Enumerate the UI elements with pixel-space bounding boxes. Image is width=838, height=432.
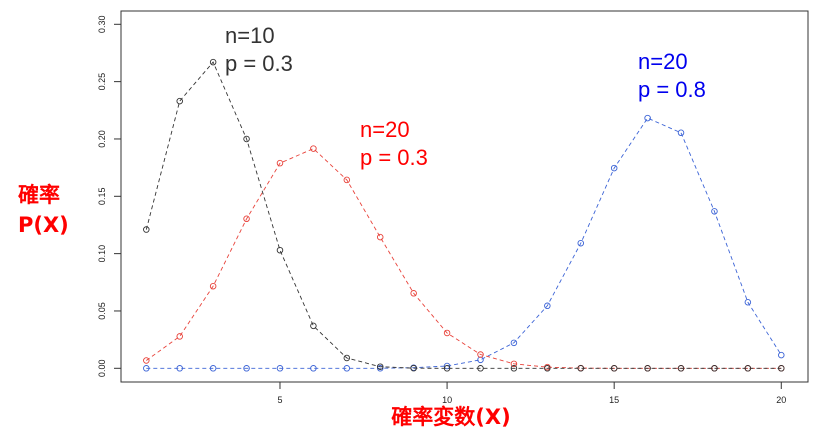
x-tick-label: 5 bbox=[277, 395, 282, 405]
annotation-n20p03-line2: p = 0.3 bbox=[360, 145, 428, 170]
y-tick-label: 0.05 bbox=[97, 302, 107, 320]
data-point bbox=[410, 290, 417, 297]
x-tick-label: 20 bbox=[776, 395, 786, 405]
data-point bbox=[243, 365, 250, 372]
data-point bbox=[209, 282, 217, 290]
data-point bbox=[544, 302, 551, 310]
data-point bbox=[376, 363, 384, 370]
data-point bbox=[778, 365, 785, 372]
data-point bbox=[778, 351, 785, 359]
data-point bbox=[443, 329, 451, 337]
data-point bbox=[276, 159, 284, 167]
series-line bbox=[146, 148, 782, 369]
x-tick-label: 10 bbox=[442, 395, 452, 405]
data-point bbox=[510, 339, 518, 347]
data-point bbox=[310, 365, 317, 372]
data-point bbox=[310, 145, 317, 152]
data-point bbox=[176, 365, 183, 372]
y-tick-label: 0.20 bbox=[97, 130, 107, 148]
y-tick-label: 0.25 bbox=[97, 73, 107, 91]
data-point bbox=[209, 365, 217, 372]
x-axis: 5 10 15 20 bbox=[277, 382, 786, 405]
y-tick-label: 0.10 bbox=[97, 245, 107, 263]
series-2 bbox=[143, 114, 785, 372]
data-point bbox=[243, 135, 250, 143]
y-axis-label-line2: P(X) bbox=[18, 213, 69, 237]
data-point bbox=[744, 365, 752, 372]
series-group bbox=[143, 58, 785, 372]
data-point bbox=[477, 365, 484, 372]
data-point bbox=[143, 357, 150, 364]
annotation-n20p08-line2: p = 0.8 bbox=[638, 77, 706, 102]
series-line bbox=[146, 117, 782, 369]
annotation-n20p03-line1: n=20 bbox=[360, 117, 410, 142]
data-point bbox=[176, 97, 183, 105]
data-point bbox=[610, 164, 618, 172]
data-point bbox=[711, 208, 718, 215]
annotation-n20p08-line1: n=20 bbox=[638, 49, 688, 74]
series-0 bbox=[143, 58, 785, 372]
data-point bbox=[243, 215, 250, 223]
y-axis: 0.00 0.05 0.10 0.15 0.20 0.25 0.30 bbox=[97, 16, 121, 378]
annotation-n10-line1: n=10 bbox=[225, 23, 275, 48]
data-point bbox=[343, 354, 351, 362]
data-point bbox=[209, 58, 217, 66]
data-point bbox=[343, 176, 351, 184]
series-line bbox=[145, 61, 782, 369]
data-point bbox=[677, 129, 685, 137]
data-point bbox=[577, 239, 585, 247]
data-point bbox=[610, 365, 618, 372]
data-point bbox=[443, 365, 451, 372]
x-axis-label: 確率変数(X) bbox=[391, 405, 510, 429]
y-axis-label-line1: 確率 bbox=[18, 183, 60, 207]
data-point bbox=[510, 360, 518, 368]
data-point bbox=[276, 365, 284, 372]
data-point bbox=[644, 114, 651, 122]
data-point bbox=[276, 246, 284, 254]
data-point bbox=[176, 333, 183, 340]
x-tick-label: 15 bbox=[609, 395, 619, 405]
data-point bbox=[410, 364, 417, 372]
data-point bbox=[744, 299, 752, 306]
data-point bbox=[443, 362, 451, 370]
y-tick-label: 0.30 bbox=[97, 16, 107, 34]
y-tick-label: 0.00 bbox=[97, 360, 107, 378]
data-point bbox=[310, 322, 317, 330]
data-point bbox=[711, 365, 718, 372]
data-point bbox=[510, 365, 518, 372]
series-1 bbox=[143, 145, 785, 372]
annotation-n10-line2: p = 0.3 bbox=[225, 51, 293, 76]
data-point bbox=[343, 365, 351, 372]
data-point bbox=[677, 365, 685, 372]
data-point bbox=[143, 226, 150, 233]
data-point bbox=[376, 233, 384, 241]
data-point bbox=[577, 365, 585, 372]
data-point bbox=[644, 365, 651, 372]
y-tick-label: 0.15 bbox=[97, 188, 107, 206]
data-point bbox=[544, 365, 551, 372]
data-point bbox=[477, 351, 484, 358]
data-point bbox=[143, 365, 150, 372]
